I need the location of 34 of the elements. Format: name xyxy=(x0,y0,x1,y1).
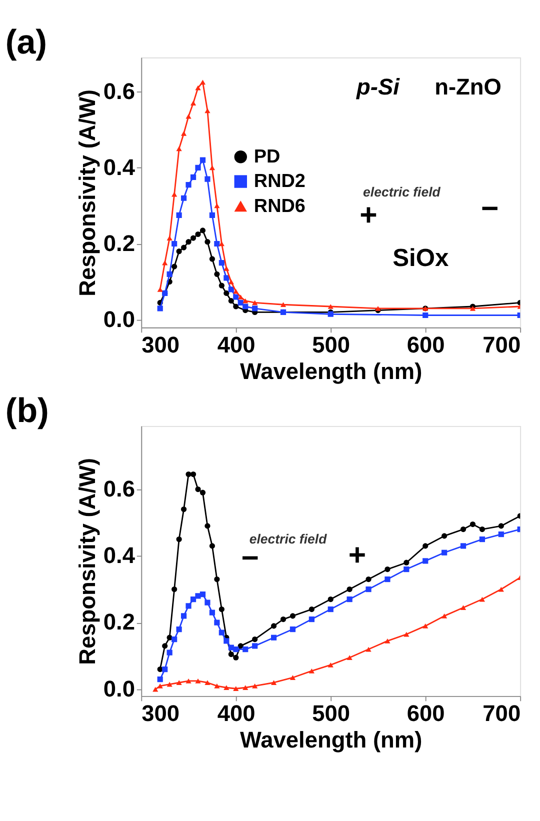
x-axis-title: Wavelength (nm) xyxy=(240,358,422,384)
y-axis-title: Responsivity (A/W) xyxy=(74,89,100,296)
chart-title: (a) xyxy=(5,24,48,62)
annotation: n-ZnO xyxy=(434,73,502,100)
y-tick-label: 0.4 xyxy=(103,542,136,568)
legend-label: PD xyxy=(254,146,280,168)
annotation: SiOx xyxy=(392,244,449,272)
x-tick-label: 400 xyxy=(217,700,256,726)
y-tick-label: 0.0 xyxy=(103,306,135,332)
y-tick-label: 0.4 xyxy=(103,154,136,180)
x-tick-label: 500 xyxy=(312,700,350,726)
y-axis-title: Responsivity (A/W) xyxy=(74,458,100,665)
annotation: + xyxy=(348,539,366,572)
annotation: − xyxy=(480,192,499,226)
y-tick-label: 0.6 xyxy=(103,78,135,104)
x-tick-label: 700 xyxy=(482,700,521,726)
legend-label: RND6 xyxy=(254,196,306,217)
y-tick-label: 0.6 xyxy=(103,475,135,502)
annotation: + xyxy=(360,199,378,232)
x-tick-label: 400 xyxy=(217,332,256,358)
x-tick-label: 600 xyxy=(406,332,445,358)
x-tick-label: 500 xyxy=(312,332,350,358)
y-tick-label: 0.0 xyxy=(103,675,135,702)
legend-label: RND2 xyxy=(254,171,306,192)
x-tick-label: 600 xyxy=(406,700,445,726)
annotation: p-Si xyxy=(356,73,400,100)
y-tick-label: 0.2 xyxy=(103,230,135,256)
chart-title: (b) xyxy=(5,392,49,430)
annotation: electric field xyxy=(363,184,442,200)
x-axis-title: Wavelength (nm) xyxy=(240,726,422,753)
x-tick-label: 300 xyxy=(142,700,180,726)
x-tick-label: 300 xyxy=(142,332,180,358)
x-tick-label: 700 xyxy=(482,332,521,358)
y-tick-label: 0.2 xyxy=(103,608,135,635)
